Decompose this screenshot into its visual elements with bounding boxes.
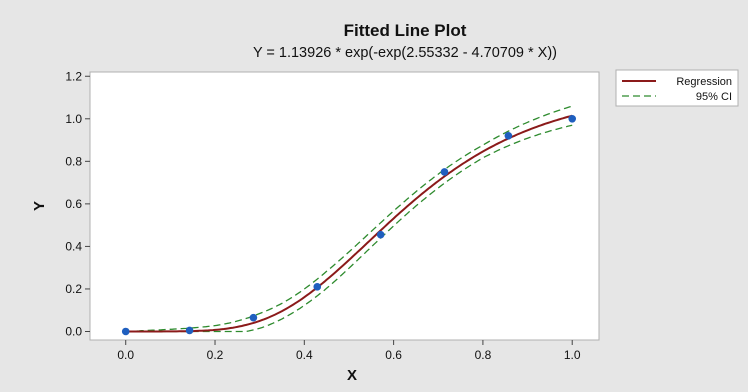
data-points xyxy=(121,114,577,336)
y-tick-label: 1.0 xyxy=(65,112,82,126)
ci-lower-line xyxy=(125,124,573,333)
x-axis-label: X xyxy=(347,367,357,384)
confidence-interval-lines xyxy=(125,105,573,333)
y-axis-label: Y xyxy=(31,201,48,211)
y-tick-label: 1.2 xyxy=(65,69,82,83)
x-tick-label: 0.6 xyxy=(385,348,402,362)
plot-area xyxy=(89,71,600,341)
axes: 0.0 0.2 0.4 0.6 0.8 1.0 0.0 0.2 0.4 0.6 0.8 1.0 1.2 xyxy=(65,69,581,362)
data-point xyxy=(440,168,449,176)
ci-upper-line xyxy=(125,105,573,333)
regression-line xyxy=(125,114,573,333)
x-tick-label: 0.2 xyxy=(207,348,224,362)
x-tick-label: 0.0 xyxy=(117,348,134,362)
y-tick-label: 0.8 xyxy=(65,154,82,168)
legend: Regression 95% CI xyxy=(615,69,739,107)
data-point xyxy=(504,132,513,140)
x-tick-label: 0.8 xyxy=(475,348,492,362)
chart-subtitle: Y = 1.13926 * exp(-exp(2.55332 - 4.70709… xyxy=(253,45,557,61)
y-tick-label: 0.2 xyxy=(65,282,82,296)
data-point xyxy=(313,283,322,291)
legend-label-ci: 95% CI xyxy=(696,91,732,103)
legend-label-regression: Regression xyxy=(676,76,732,88)
data-point xyxy=(376,230,385,239)
regression-line-layer xyxy=(125,114,573,333)
data-point xyxy=(121,327,130,336)
data-point xyxy=(249,313,258,322)
chart-title: Fitted Line Plot xyxy=(344,21,467,40)
y-tick-label: 0.6 xyxy=(65,197,82,211)
y-tick-label: 0.0 xyxy=(65,324,82,338)
data-point xyxy=(185,326,194,335)
x-tick-label: 0.4 xyxy=(296,348,313,362)
y-tick-label: 0.4 xyxy=(65,239,82,253)
x-tick-label: 1.0 xyxy=(564,348,581,362)
legend-box xyxy=(615,69,739,107)
data-point xyxy=(568,114,577,123)
